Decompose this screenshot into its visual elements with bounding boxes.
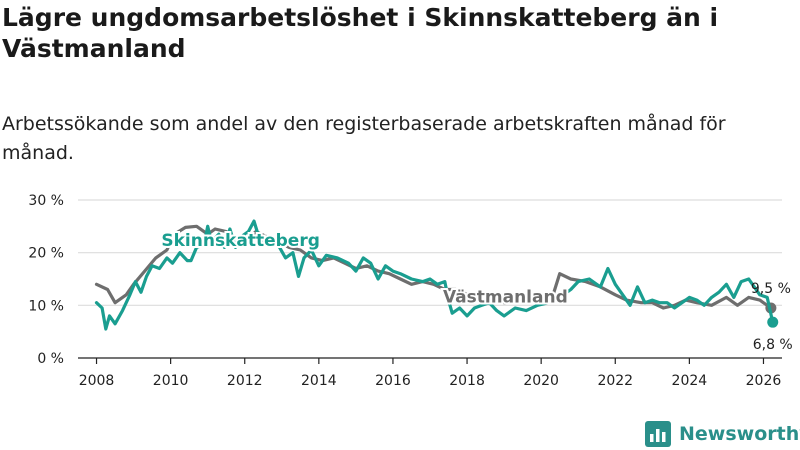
series-endpoint-skinnskatteberg [767, 316, 779, 328]
y-tick-label: 20 % [28, 246, 64, 262]
chart-subtitle: Arbetssökande som andel av den registerb… [2, 113, 726, 164]
logo-text: Newsworthy [679, 423, 800, 445]
x-tick-label: 2010 [153, 373, 189, 389]
newsworthy-logo[interactable]: Newsworthy [645, 420, 800, 448]
x-tick-label: 2024 [672, 373, 708, 389]
bar-chart-logo-icon [645, 421, 671, 447]
x-tick-label: 2008 [79, 373, 115, 389]
end-value-label-skinnskatteberg: 6,8 % [753, 337, 793, 353]
x-tick-label: 2018 [449, 373, 485, 389]
y-tick-label: 0 % [37, 351, 64, 367]
y-tick-label: 10 % [28, 298, 64, 314]
x-tick-label: 2012 [227, 373, 263, 389]
x-tick-label: 2020 [523, 373, 559, 389]
end-value-label-vastmanland: 9,5 % [751, 281, 791, 297]
x-tick-label: 2026 [746, 373, 782, 389]
series-label-vastmanland: Västmanland [443, 288, 568, 308]
series-label-skinnskatteberg: Skinnskatteberg [161, 231, 320, 251]
chart-title: Lägre ungdomsarbetslöshet i Skinnskatteb… [2, 3, 719, 63]
x-tick-label: 2022 [597, 373, 633, 389]
series-line-skinnskatteberg [94, 219, 775, 331]
series-line-västmanland [94, 224, 773, 310]
x-tick-label: 2014 [301, 373, 337, 389]
y-tick-label: 30 % [28, 193, 64, 209]
x-tick-label: 2016 [375, 373, 411, 389]
